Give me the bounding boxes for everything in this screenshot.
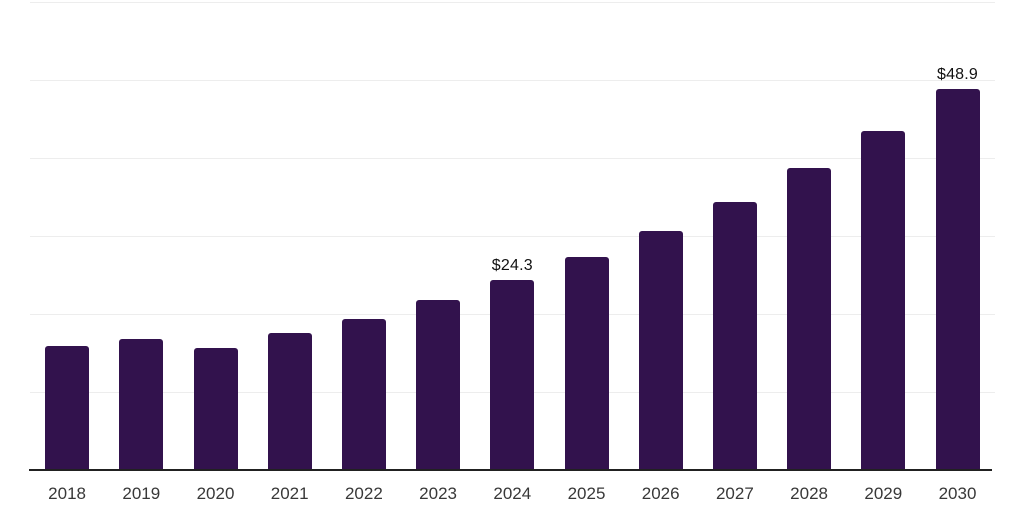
x-tick-label-2026: 2026 — [641, 484, 680, 503]
x-tick-label-2030: 2030 — [938, 484, 977, 503]
x-tick-label-2025: 2025 — [567, 484, 606, 503]
gridline-60 — [30, 2, 995, 3]
bar-2018 — [45, 345, 90, 469]
x-tick-label-2028: 2028 — [790, 484, 829, 503]
bar-2021 — [267, 332, 312, 469]
bar-2020 — [193, 347, 238, 469]
gridline-30 — [30, 236, 995, 237]
bar-2028 — [787, 168, 832, 469]
x-tick-label-2022: 2022 — [344, 484, 383, 503]
bar-2026 — [638, 231, 683, 469]
bar-2019 — [119, 338, 164, 469]
bar-2024 — [490, 280, 535, 469]
bar-2022 — [341, 318, 386, 469]
gridline-40 — [30, 158, 995, 159]
x-tick-label-2023: 2023 — [419, 484, 458, 503]
x-tick-label-2020: 2020 — [196, 484, 235, 503]
x-axis-line — [29, 469, 992, 471]
bar-2025 — [564, 257, 609, 469]
bar-2027 — [712, 202, 757, 469]
x-tick-label-2024: 2024 — [493, 484, 532, 503]
gridline-50 — [30, 80, 995, 81]
x-tick-label-2029: 2029 — [864, 484, 903, 503]
bar-value-label-2024: $24.3 — [491, 257, 533, 275]
x-tick-label-2018: 2018 — [48, 484, 87, 503]
bar-value-label-2030: $48.9 — [936, 65, 979, 83]
x-tick-label-2019: 2019 — [122, 484, 161, 503]
bar-2029 — [861, 130, 906, 469]
bar-2030 — [935, 88, 980, 469]
x-tick-label-2021: 2021 — [270, 484, 309, 503]
x-tick-label-2027: 2027 — [715, 484, 754, 503]
bar-2023 — [416, 299, 461, 469]
